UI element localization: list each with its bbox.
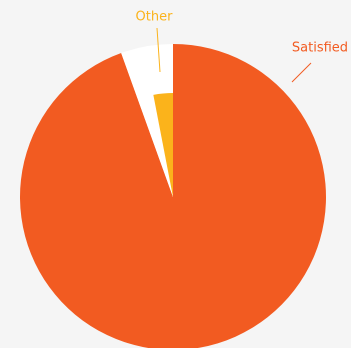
- pie-slice: [121, 44, 173, 197]
- slice-label: Other: [136, 10, 174, 25]
- leader-line: [291, 62, 312, 83]
- slice-fill: [153, 92, 173, 197]
- leader-line: [156, 27, 161, 73]
- pie-slice: [20, 44, 326, 348]
- slice-bg: [121, 44, 173, 197]
- slice-label: Satisfied: [292, 41, 348, 56]
